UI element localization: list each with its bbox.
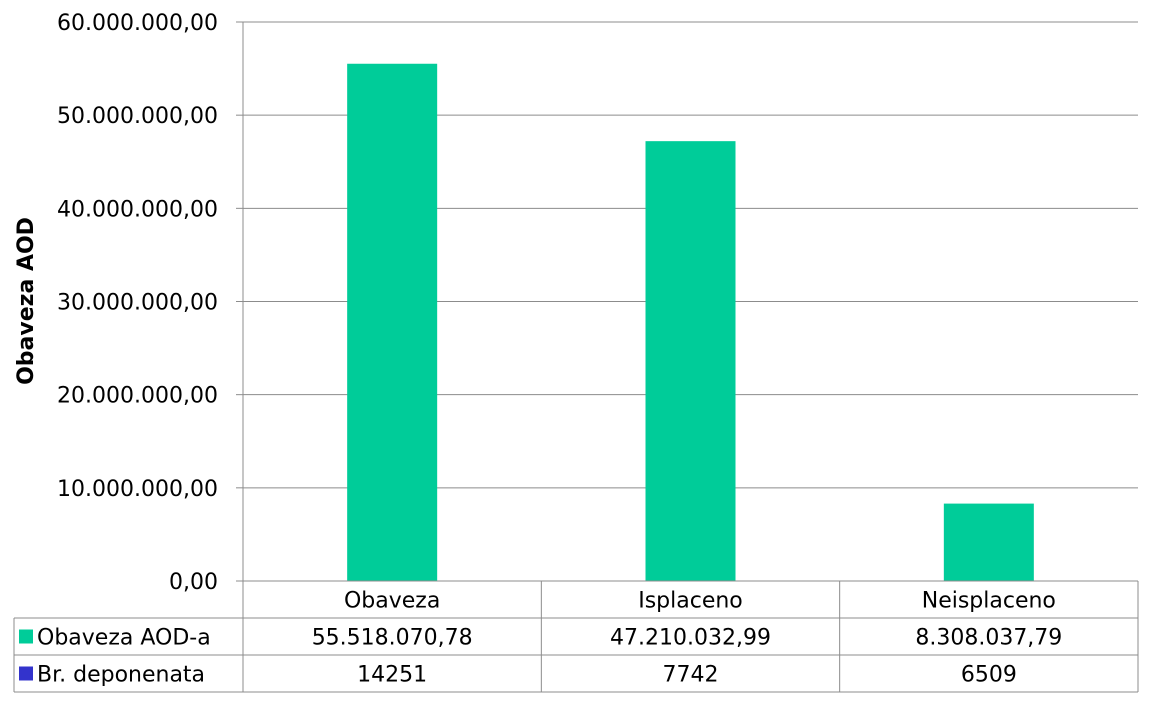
x-category-label: Isplaceno bbox=[638, 589, 743, 614]
y-tick-label: 50.000.000,00 bbox=[57, 104, 218, 129]
table-cell-value: 7742 bbox=[663, 663, 719, 688]
bars bbox=[347, 63, 1034, 582]
bar-obaveza-aod bbox=[943, 503, 1034, 581]
y-tick-label: 10.000.000,00 bbox=[57, 477, 218, 502]
y-tick-label: 40.000.000,00 bbox=[57, 197, 218, 222]
table-cell-value: 14251 bbox=[357, 663, 427, 688]
y-axis-label: Obaveza AOD bbox=[14, 217, 39, 385]
bar-obaveza-aod bbox=[645, 141, 736, 582]
y-axis-ticks: 0,00 10.000.000,00 20.000.000,00 30.000.000… bbox=[57, 11, 218, 595]
table-cell-value: 8.308.037,79 bbox=[915, 626, 1062, 651]
x-category-label: Obaveza bbox=[344, 589, 440, 614]
x-category-label: Neisplaceno bbox=[922, 589, 1056, 614]
y-tick-label: 30.000.000,00 bbox=[57, 291, 218, 316]
legend-entry: Obaveza AOD-a bbox=[37, 626, 211, 651]
y-tick-label: 20.000.000,00 bbox=[57, 384, 218, 409]
table-cell-value: 55.518.070,78 bbox=[312, 626, 473, 651]
table-cell-value: 47.210.032,99 bbox=[610, 626, 771, 651]
y-tick-label: 0,00 bbox=[169, 570, 218, 595]
legend-swatch bbox=[19, 629, 33, 644]
y-tick-label: 60.000.000,00 bbox=[57, 11, 218, 36]
legend-swatch bbox=[19, 666, 33, 681]
table-cell-value: 6509 bbox=[961, 663, 1017, 688]
legend-entry: Br. deponenata bbox=[37, 663, 205, 688]
bar-obaveza-aod bbox=[347, 63, 438, 581]
data-table: Obaveza Isplaceno Neisplaceno Obaveza AOD-a… bbox=[13, 580, 1139, 693]
